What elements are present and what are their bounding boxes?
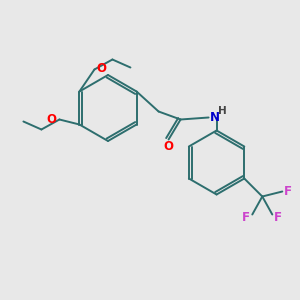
Text: F: F — [274, 211, 282, 224]
Text: O: O — [164, 140, 174, 153]
Text: F: F — [284, 185, 292, 198]
Text: F: F — [242, 211, 250, 224]
Text: O: O — [46, 113, 56, 126]
Text: N: N — [210, 111, 220, 124]
Text: H: H — [218, 106, 226, 116]
Text: O: O — [96, 62, 106, 75]
